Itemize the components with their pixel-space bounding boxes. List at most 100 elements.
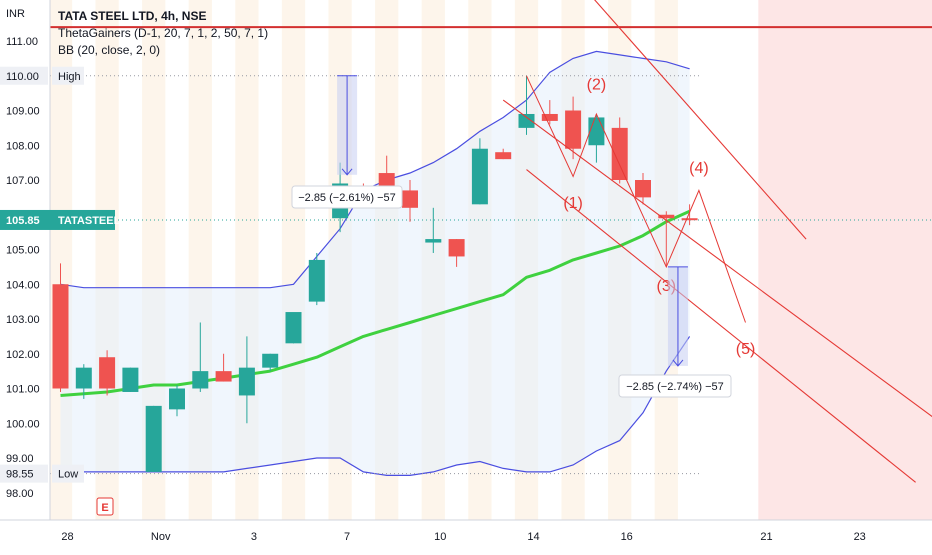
marker-label: High [58,71,81,83]
x-tick-label: 23 [854,531,866,543]
bb-upper-line [60,50,690,289]
low-marker: 98.55 Low [0,464,84,483]
candle[interactable] [635,173,651,205]
y-tick-label: 100.00 [6,418,40,430]
wave-label: (5) [736,341,756,358]
candle-body [308,259,325,302]
channel-line[interactable] [502,99,932,423]
candle[interactable] [495,148,512,160]
wave-label: (1) [563,195,583,212]
x-tick-label: 7 [344,531,350,543]
earnings-icon[interactable] [96,497,114,516]
candle[interactable] [169,385,185,417]
price-label-bg [0,209,115,230]
x-tick-label: 28 [61,531,73,543]
high-marker: 110.00 High [0,66,84,85]
x-tick-label: 14 [527,531,539,543]
candle[interactable] [145,405,162,472]
candle-body [99,357,116,389]
candle[interactable] [541,100,558,125]
measure-label-box [291,185,403,209]
candle-body [215,371,232,382]
candle[interactable] [308,252,325,306]
candle-body [681,218,698,221]
y-tick-label: 98.00 [6,488,34,500]
candle-body [52,284,69,389]
y-tick-label: 103.00 [6,314,40,326]
x-tick-label: Nov [151,531,171,543]
earnings-icon-glyph: E [101,502,108,514]
marker-value-bg [0,66,48,85]
y-tick-label: 109.00 [6,106,40,118]
candle-body [262,353,279,368]
candle[interactable] [285,312,302,344]
indicator-bb[interactable]: BB (20, close, 2, 0) [58,43,161,57]
bb-lower-line [60,336,691,476]
chart-legend: TATA STEEL LTD, 4h, NSE ThetaGainers (D-… [58,8,268,59]
currency-label: INR [6,8,25,20]
candle[interactable] [99,350,116,396]
measure-label-box [618,374,732,398]
candle-body [635,180,651,198]
x-tick-label: 3 [251,531,257,543]
candle[interactable] [75,364,92,399]
candle[interactable] [402,180,418,222]
candle-body [75,367,92,389]
candle[interactable] [518,75,535,135]
y-tick-label: 111.00 [6,36,38,48]
x-tick-label: 21 [760,531,772,543]
bb-fill [60,51,690,476]
candle[interactable] [215,353,232,382]
candle-body [238,367,255,396]
candle[interactable] [425,207,442,253]
candle[interactable] [262,353,279,372]
y-tick-label: 104.00 [6,279,40,291]
marker-label: Low [58,469,78,481]
wave-zigzag[interactable] [526,75,746,323]
price-label: 105.85 TATASTEEL [0,209,121,230]
y-tick-label: 108.00 [6,140,40,152]
candle-body [565,110,582,149]
candle-body [169,388,185,410]
measure-upper[interactable]: −2.85 (−2.61%) −57 [291,75,403,209]
candle[interactable] [238,336,255,424]
candle[interactable] [681,204,698,226]
marker-label-bg [52,464,84,483]
marker-value-bg [0,464,48,483]
candle[interactable] [471,138,488,205]
marker-value: 98.55 [6,469,34,481]
candle-body [541,113,558,121]
candle[interactable] [611,117,628,184]
measure-label: −2.85 (−2.61%) −57 [298,192,396,204]
candle[interactable] [52,263,69,392]
candle-body [588,117,605,146]
candle[interactable] [565,96,582,160]
candle[interactable] [122,367,139,392]
channel-line[interactable] [526,169,916,483]
y-tick-label: 102.00 [6,349,40,361]
y-tick-label: 105.00 [6,245,40,257]
candle-body [425,239,442,243]
candle[interactable] [192,322,209,392]
price-label-symbol: TATASTEEL [58,215,121,227]
channel-line[interactable] [468,0,807,240]
wave-label: (4) [689,160,709,177]
future-zone [758,0,932,520]
candle-body [658,214,675,219]
marker-value: 110.00 [6,71,39,83]
candle-body [471,148,488,205]
indicator-theta[interactable]: ThetaGainers (D-1, 20, 7, 1, 2, 50, 7, 1… [58,26,269,40]
candle-body [402,190,418,208]
y-tick-label: 101.00 [6,384,40,396]
measure-lower[interactable]: −2.85 (−2.74%) −57 [618,266,732,398]
candle-body [122,367,139,392]
candle-body [518,113,535,128]
candle-body [192,371,209,389]
marker-label-bg [52,66,84,85]
y-axis-bg [0,0,50,550]
measure-arrowhead [672,359,684,367]
ema-line [60,209,691,397]
candle[interactable] [448,239,465,267]
